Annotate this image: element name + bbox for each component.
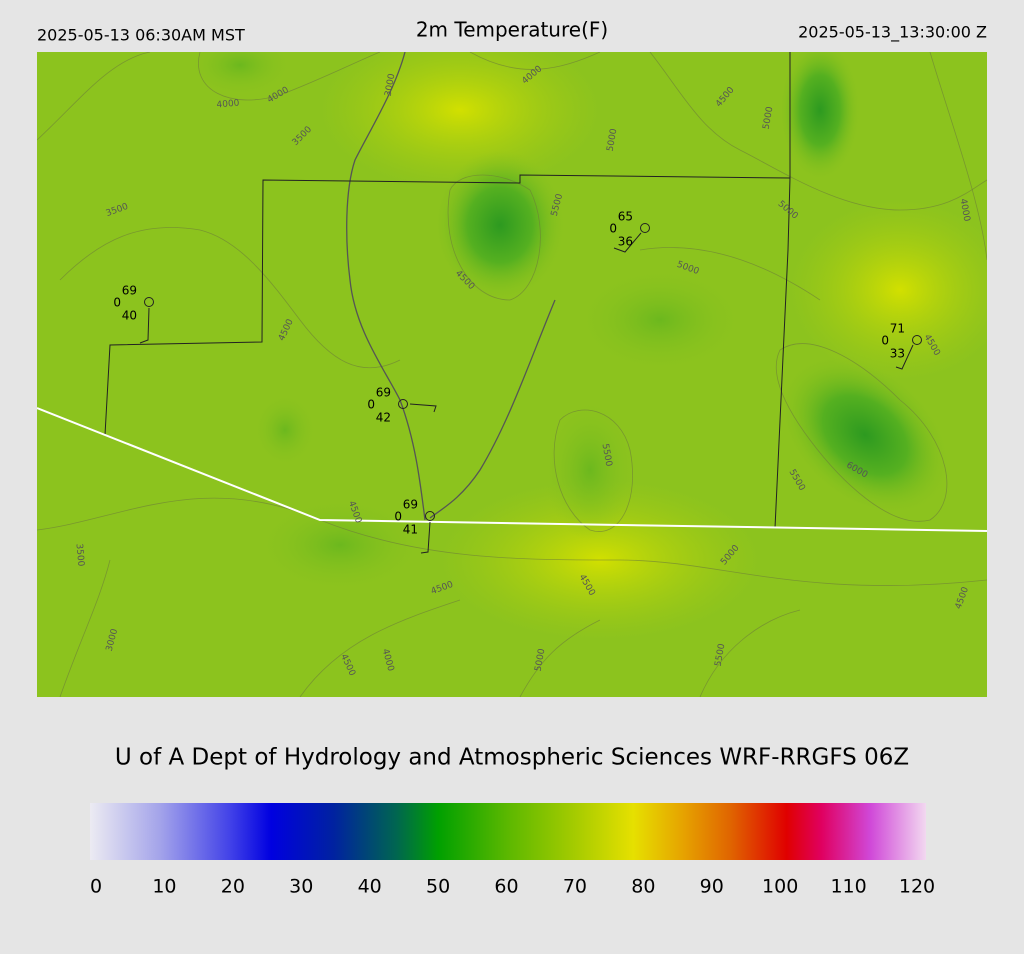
station-value: 0 bbox=[609, 222, 617, 236]
state-border bbox=[37, 407, 987, 532]
contour-line bbox=[37, 52, 987, 211]
station-temperature: 65 bbox=[618, 210, 633, 224]
colorbar-tick-label: 110 bbox=[830, 876, 866, 898]
station-dewpoint: 40 bbox=[122, 309, 137, 323]
station-marker bbox=[144, 297, 154, 307]
colorbar-tick-label: 60 bbox=[494, 876, 518, 898]
contour-label: 5000 bbox=[534, 648, 548, 673]
station-value: 0 bbox=[367, 398, 375, 412]
colorbar-tick-label: 90 bbox=[700, 876, 724, 898]
contour-label: 5000 bbox=[762, 106, 776, 131]
station-dewpoint: 41 bbox=[403, 523, 418, 537]
cool-area bbox=[580, 270, 740, 370]
colorbar-tick-label: 30 bbox=[289, 876, 313, 898]
cool-area bbox=[781, 356, 949, 514]
wind-barb bbox=[139, 307, 150, 344]
warm-area bbox=[320, 52, 600, 190]
colorbar-tick-label: 0 bbox=[90, 876, 102, 898]
station-temperature: 69 bbox=[122, 284, 137, 298]
wind-barb bbox=[409, 403, 437, 413]
contour-line bbox=[553, 409, 633, 532]
footer-credit: U of A Dept of Hydrology and Atmospheric… bbox=[115, 745, 909, 771]
colorbar bbox=[90, 803, 926, 860]
station-temperature: 69 bbox=[403, 498, 418, 512]
colorbar-tick-label: 100 bbox=[762, 876, 798, 898]
station-value: 0 bbox=[394, 510, 402, 524]
station-value: 0 bbox=[113, 296, 121, 310]
contour-label: 3000 bbox=[384, 73, 398, 98]
wind-barb bbox=[895, 344, 914, 370]
contour-label: 4000 bbox=[958, 198, 972, 223]
station-marker bbox=[640, 223, 650, 233]
contour-label: 4000 bbox=[216, 98, 240, 110]
valid-time-local: 2025-05-13 06:30AM MST bbox=[37, 26, 245, 45]
contour-label: 5000 bbox=[606, 128, 620, 153]
warm-area bbox=[790, 200, 987, 380]
cool-area bbox=[190, 52, 290, 95]
river bbox=[346, 52, 556, 521]
wind-barb bbox=[420, 521, 431, 554]
valid-time-utc: 2025-05-13_13:30:00 Z bbox=[798, 23, 987, 43]
contour-line bbox=[447, 174, 541, 301]
station-marker bbox=[398, 399, 408, 409]
county-border bbox=[104, 52, 791, 529]
colorbar-tick-label: 40 bbox=[358, 876, 382, 898]
contour-label: 5500 bbox=[714, 643, 728, 668]
cool-area bbox=[255, 395, 315, 465]
station-value: 0 bbox=[881, 334, 889, 348]
station-dewpoint: 33 bbox=[890, 347, 905, 361]
contour-label: 5500 bbox=[600, 443, 614, 468]
colorbar-tick-label: 70 bbox=[563, 876, 587, 898]
contour-line bbox=[37, 497, 987, 697]
station-marker bbox=[912, 335, 922, 345]
contour-line bbox=[59, 52, 987, 369]
station-dewpoint: 36 bbox=[618, 235, 633, 249]
colorbar-ticks: 0 10 20 30 40 50 60 70 80 90 100 110 120 bbox=[90, 876, 935, 898]
colorbar-tick-label: 120 bbox=[899, 876, 935, 898]
station-temperature: 71 bbox=[890, 322, 905, 336]
cool-area bbox=[780, 52, 860, 180]
contour-label: 3500 bbox=[74, 543, 86, 567]
station-marker bbox=[425, 511, 435, 521]
station-dewpoint: 42 bbox=[376, 411, 391, 425]
contour-line bbox=[775, 343, 948, 522]
colorbar-tick-label: 80 bbox=[631, 876, 655, 898]
cool-area bbox=[260, 500, 420, 590]
cool-area bbox=[435, 150, 565, 300]
map-title: 2m Temperature(F) bbox=[416, 18, 608, 42]
station-temperature: 69 bbox=[376, 386, 391, 400]
colorbar-tick-label: 50 bbox=[426, 876, 450, 898]
wind-barb bbox=[613, 232, 642, 253]
colorbar-tick-label: 20 bbox=[221, 876, 245, 898]
colorbar-tick-label: 10 bbox=[152, 876, 176, 898]
